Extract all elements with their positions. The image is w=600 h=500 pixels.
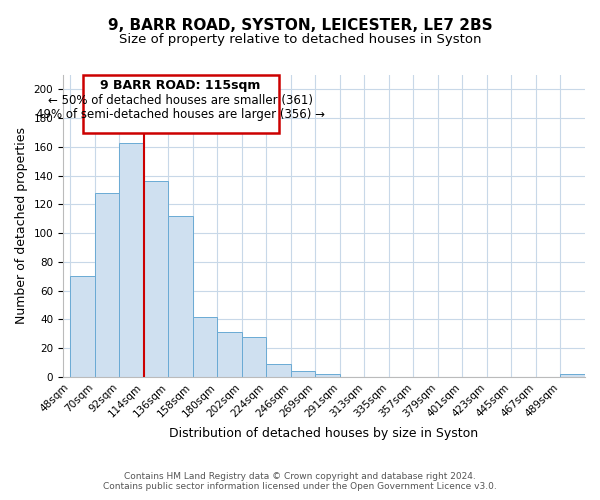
Bar: [119, 142, 144, 377]
X-axis label: Distribution of detached houses by size in Syston: Distribution of detached houses by size …: [169, 427, 479, 440]
Bar: [95, 193, 119, 377]
Text: Size of property relative to detached houses in Syston: Size of property relative to detached ho…: [119, 32, 481, 46]
Bar: [70, 276, 95, 377]
Bar: [83, 75, 278, 132]
Bar: [316, 374, 340, 377]
Bar: [144, 182, 169, 377]
Text: Contains HM Land Registry data © Crown copyright and database right 2024.: Contains HM Land Registry data © Crown c…: [124, 472, 476, 481]
Y-axis label: Number of detached properties: Number of detached properties: [15, 128, 28, 324]
Text: ← 50% of detached houses are smaller (361): ← 50% of detached houses are smaller (36…: [48, 94, 313, 106]
Text: Contains public sector information licensed under the Open Government Licence v3: Contains public sector information licen…: [103, 482, 497, 491]
Bar: [169, 216, 193, 377]
Text: 9, BARR ROAD, SYSTON, LEICESTER, LE7 2BS: 9, BARR ROAD, SYSTON, LEICESTER, LE7 2BS: [107, 18, 493, 32]
Text: 49% of semi-detached houses are larger (356) →: 49% of semi-detached houses are larger (…: [36, 108, 325, 121]
Bar: [217, 332, 242, 377]
Bar: [266, 364, 291, 377]
Bar: [291, 371, 316, 377]
Bar: [193, 316, 217, 377]
Bar: [560, 374, 585, 377]
Text: 9 BARR ROAD: 115sqm: 9 BARR ROAD: 115sqm: [100, 80, 261, 92]
Bar: [242, 336, 266, 377]
